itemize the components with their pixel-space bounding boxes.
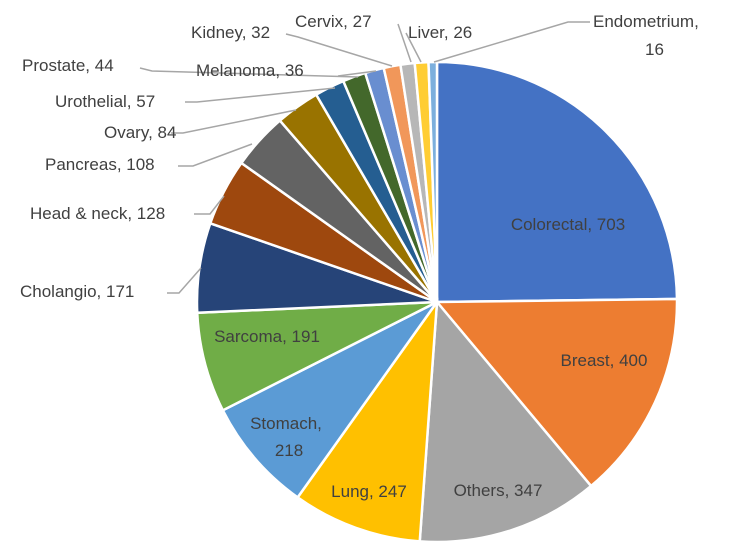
- data-label-cervix: Cervix, 27: [295, 12, 372, 31]
- pie-slice-lung: [295, 297, 439, 543]
- leader-lines: [139, 21, 590, 294]
- data-label-stomach: Stomach, 218: [250, 414, 322, 460]
- data-label-kidney: Kidney, 32: [191, 23, 270, 42]
- data-label-colorectal: Colorectal, 703: [511, 215, 625, 234]
- leader-line-cholangio: [167, 267, 202, 294]
- data-label-sarcoma: Sarcoma, 191: [214, 327, 320, 346]
- data-label-head-and-neck: Head & neck, 128: [30, 204, 165, 223]
- leader-line-melanoma: [337, 70, 377, 77]
- data-label-breast: Breast, 400: [561, 351, 648, 370]
- data-label-ovary: Ovary, 84: [104, 123, 176, 142]
- pie-slice-others: [418, 298, 593, 544]
- pie-slice-endometrium: [427, 60, 439, 303]
- data-label-urothelial: Urothelial, 57: [55, 92, 155, 111]
- leader-line-cervix: [397, 23, 412, 63]
- pie-slices: [195, 60, 679, 544]
- leader-line-liver: [405, 32, 422, 63]
- data-label-endometrium: Endometrium, 16: [593, 12, 699, 59]
- pie-slice-colorectal: [435, 60, 679, 304]
- leader-line-pancreas: [178, 143, 253, 167]
- data-label-pancreas: Pancreas, 108: [45, 155, 155, 174]
- data-label-cholangio: Cholangio, 171: [20, 282, 134, 301]
- data-label-liver: Liver, 26: [408, 23, 472, 42]
- data-label-melanoma: Melanoma, 36: [196, 61, 304, 80]
- pie-slice-stomach: [221, 300, 439, 500]
- leader-line-kidney: [285, 33, 393, 67]
- data-label-prostate: Prostate, 44: [22, 56, 114, 75]
- data-label-others: Others, 347: [454, 481, 543, 500]
- leader-line-urothelial: [185, 87, 336, 103]
- pie-slice-breast: [434, 297, 679, 488]
- data-labels: Colorectal, 703 Breast, 400 Others, 347 Lun…: [20, 12, 699, 501]
- data-label-lung: Lung, 247: [331, 482, 407, 501]
- leader-line-prostate: [139, 67, 359, 78]
- leader-line-ovary: [171, 109, 297, 134]
- leader-line-endometrium: [433, 21, 590, 63]
- leader-line-head-and-neck: [194, 195, 225, 215]
